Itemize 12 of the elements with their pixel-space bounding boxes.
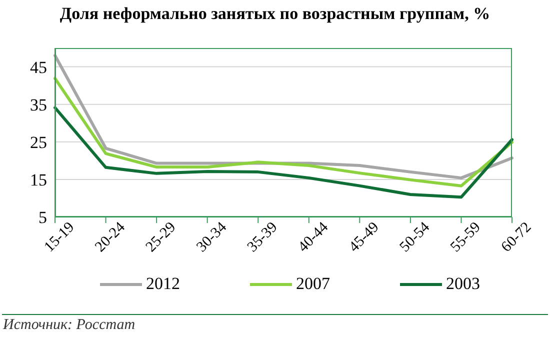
- text: Источник: Росстат: [3, 317, 136, 334]
- line-series: [54, 106, 514, 199]
- y-tick-label: 25: [30, 132, 47, 152]
- chart-title: Доля неформально занятых по возрастным группам, %: [58, 4, 492, 24]
- legend-label: 2012: [146, 274, 180, 294]
- legend-label: 2003: [446, 274, 480, 294]
- line-series: [54, 76, 514, 188]
- y-tick-label: 35: [30, 95, 47, 114]
- y-tick-label: 45: [30, 58, 47, 77]
- legend-label: 2007: [296, 274, 330, 294]
- y-tick-label: 5: [38, 208, 47, 228]
- y-tick-label: 15: [30, 170, 47, 190]
